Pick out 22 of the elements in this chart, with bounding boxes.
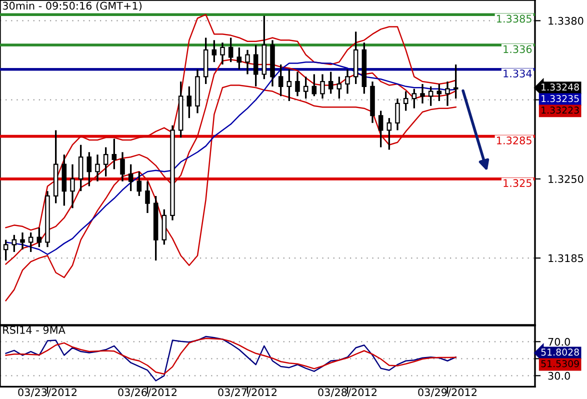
ref-line-label: 1.3385 [497, 14, 532, 23]
x-tick-label: 03/23/2012 [18, 388, 76, 397]
x-tick-label: 03/29/2012 [418, 388, 476, 397]
y-tick-label: 30.0 [548, 372, 570, 380]
chart-title: 30min - 09:50:16 (GMT+1) [2, 2, 142, 11]
y-tick-label: 1.3250 [548, 175, 584, 184]
ref-line-label: 1.334 [504, 70, 532, 78]
ref-line-label: 1.325 [504, 179, 532, 187]
x-tick-label: 03/28/2012 [318, 388, 376, 397]
x-tick-label: 03/26/2012 [118, 388, 176, 397]
y-tick-label: 1.3380 [548, 16, 584, 25]
chart-title: RSI14 - 9MA [3, 326, 66, 334]
ref-line-label: 1.3285 [497, 136, 532, 144]
text: 51.8028 [541, 348, 579, 356]
text: 1.33235 [542, 95, 579, 102]
text: 1.33248 [542, 83, 579, 91]
x-tick-label: 03/27/2012 [218, 388, 276, 397]
text: 1.33223 [542, 106, 579, 114]
y-tick-label: 70.0 [548, 338, 570, 346]
y-tick-label: 1.3185 [548, 254, 584, 262]
ref-line-label: 1.336 [504, 45, 532, 54]
text: 51.5309 [541, 360, 579, 368]
